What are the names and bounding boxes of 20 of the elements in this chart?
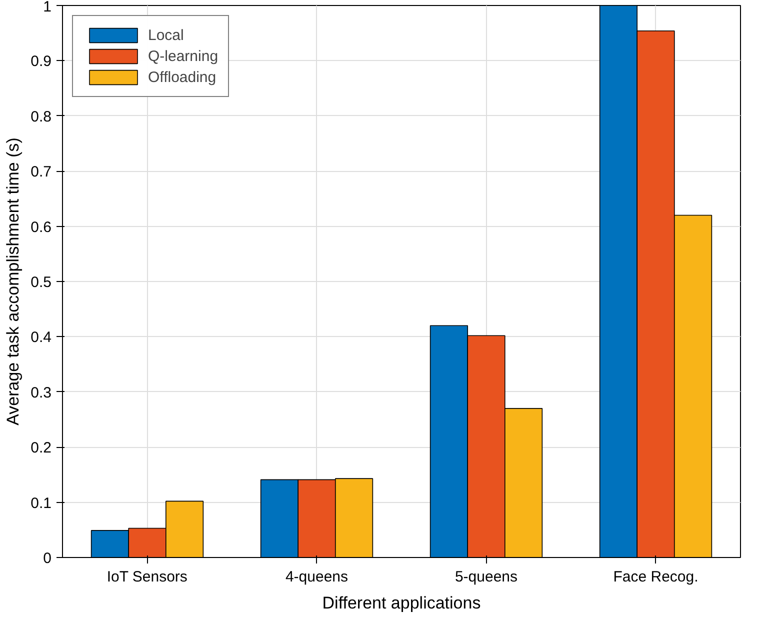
legend-label: Q-learning [148, 48, 218, 64]
legend-label: Local [148, 26, 184, 44]
y-tick-label: 0.6 [30, 218, 52, 236]
y-tick-label: 1 [43, 0, 52, 16]
x-axis-title: Different applications [322, 594, 481, 612]
x-tick-label: 4-queens [285, 568, 348, 586]
y-tick-label: 0.4 [30, 329, 52, 346]
y-tick-label: 0 [43, 550, 52, 567]
y-tick-label: 0.3 [30, 384, 52, 402]
x-tick-label: IoT Sensors [106, 568, 188, 586]
y-tick-label: 0.2 [30, 440, 52, 457]
y-tick-label: 0.8 [30, 108, 52, 126]
x-tick-label: 5-queens [454, 568, 518, 586]
legend-label: Offloading [148, 68, 216, 86]
y-tick-label: 0.9 [30, 53, 52, 70]
y-axis-title: Average task accomplishment time (s) [4, 138, 23, 426]
y-tick-label: 0.7 [30, 164, 52, 181]
x-tick-label: Face Recog. [613, 568, 698, 586]
y-tick-label: 0.1 [30, 494, 52, 512]
y-tick-label: 0.5 [30, 274, 52, 291]
